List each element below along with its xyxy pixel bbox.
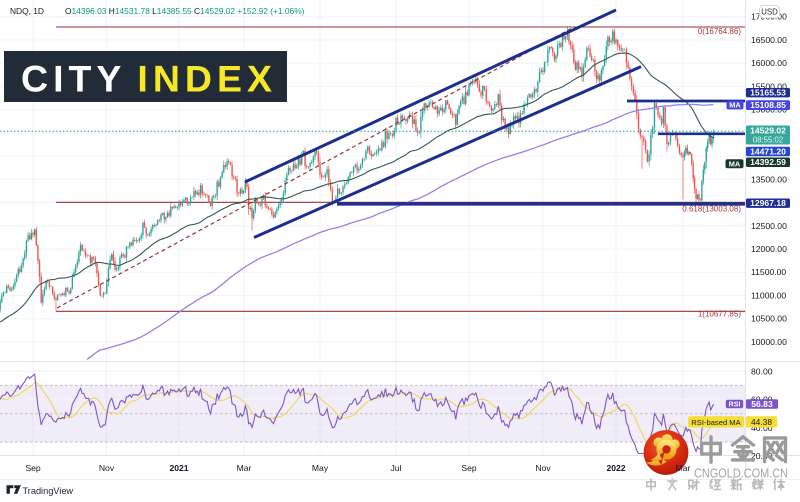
svg-text:Sep: Sep	[461, 463, 477, 473]
svg-text:Mar: Mar	[237, 463, 252, 473]
svg-text:11000.00: 11000.00	[751, 290, 786, 300]
svg-text:10500.00: 10500.00	[751, 314, 787, 324]
svg-text:Sep: Sep	[25, 463, 41, 473]
svg-text:Nov: Nov	[535, 463, 551, 473]
svg-text:0(16764.86): 0(16764.86)	[698, 27, 741, 36]
svg-text:RSI-based MA: RSI-based MA	[691, 418, 741, 427]
svg-text:20.00: 20.00	[751, 451, 773, 461]
svg-text:13500.00: 13500.00	[751, 174, 787, 184]
svg-text:12967.18: 12967.18	[750, 198, 786, 208]
svg-text:O14396.03 H14531.78 L14385.55: O14396.03 H14531.78 L14385.55 C14529.02 …	[65, 6, 305, 16]
svg-text:2022: 2022	[606, 463, 625, 473]
svg-text:14529.02: 14529.02	[750, 126, 786, 136]
svg-text:15165.53: 15165.53	[750, 88, 786, 98]
svg-text:MA: MA	[729, 159, 741, 168]
svg-text:12000.00: 12000.00	[751, 244, 787, 254]
svg-text:14392.59: 14392.59	[750, 157, 786, 167]
svg-text:1(10677.85): 1(10677.85)	[698, 310, 741, 319]
svg-text:0.618(13003.08): 0.618(13003.08)	[682, 205, 741, 214]
svg-text:NDQ, 1D: NDQ, 1D	[10, 6, 44, 16]
svg-text:08:55:02: 08:55:02	[753, 136, 783, 145]
svg-text:10000.00: 10000.00	[751, 337, 787, 347]
svg-text:MA: MA	[729, 101, 741, 110]
svg-text:RSI: RSI	[729, 400, 741, 409]
svg-text:16500.00: 16500.00	[751, 35, 787, 45]
svg-text:15500.00: 15500.00	[751, 81, 787, 91]
svg-text:TradingView: TradingView	[23, 486, 74, 496]
svg-text:Mar: Mar	[676, 463, 691, 473]
svg-text:56.83: 56.83	[751, 399, 773, 409]
svg-text:16000.00: 16000.00	[751, 58, 787, 68]
svg-text:15108.85: 15108.85	[750, 100, 786, 110]
svg-text:12500.00: 12500.00	[751, 221, 787, 231]
svg-text:14471.20: 14471.20	[750, 146, 786, 156]
svg-text:USD: USD	[761, 8, 778, 17]
svg-text:11500.00: 11500.00	[751, 267, 786, 277]
svg-text:Nov: Nov	[99, 463, 115, 473]
svg-text:CNGOLD.COM.CN: CNGOLD.COM.CN	[694, 466, 788, 481]
svg-text:Jul: Jul	[391, 463, 402, 473]
svg-text:May: May	[312, 463, 329, 473]
svg-text:40.00: 40.00	[751, 423, 773, 433]
svg-text:2021: 2021	[169, 463, 188, 473]
svg-text:80.00: 80.00	[751, 366, 773, 376]
svg-text:44.38: 44.38	[751, 417, 772, 427]
